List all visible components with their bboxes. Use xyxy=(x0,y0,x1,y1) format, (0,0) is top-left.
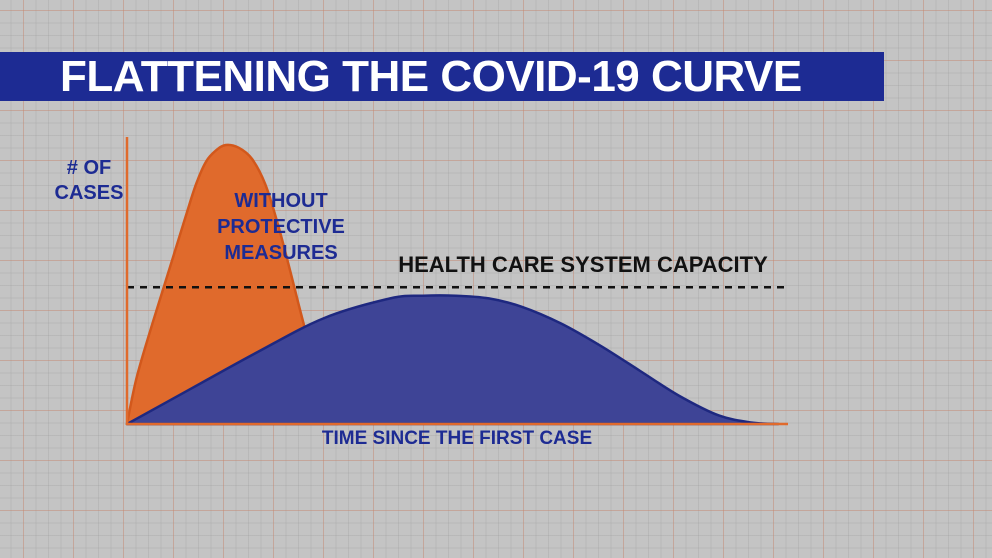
y-axis-label-line: # OF xyxy=(67,157,111,179)
y-axis-label-line: CASES xyxy=(55,182,124,204)
without-measures-label-line: PROTECTIVE xyxy=(217,216,345,238)
without-measures-label-line: WITHOUT xyxy=(234,190,327,212)
with-measures-curve xyxy=(125,294,780,426)
capacity-label: HEALTH CARE SYSTEM CAPACITY xyxy=(398,252,768,277)
x-axis-label: TIME SINCE THE FIRST CASE xyxy=(322,428,592,449)
page-title: FLATTENING THE COVID-19 CURVE xyxy=(60,51,802,101)
without-measures-label-line: MEASURES xyxy=(224,242,337,264)
title-bar: FLATTENING THE COVID-19 CURVE xyxy=(0,52,884,101)
